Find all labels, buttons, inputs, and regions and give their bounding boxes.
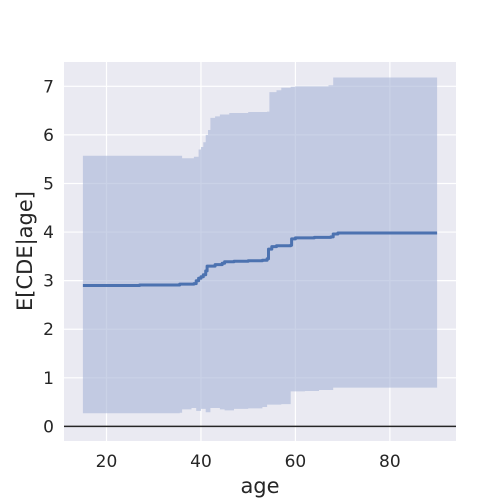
y-axis-title: E[CDE|age] <box>13 191 38 311</box>
y-tick-label: 1 <box>43 369 54 389</box>
series-line <box>82 231 438 287</box>
y-tick-label: 6 <box>43 126 54 146</box>
y-tick-label: 5 <box>43 174 54 194</box>
x-axis-title: age <box>240 474 279 498</box>
y-tick-labels: 0 1 2 3 4 5 6 7 <box>43 77 54 437</box>
x-tick-label: 20 <box>96 452 118 472</box>
x-tick-label: 40 <box>190 452 212 472</box>
y-tick-label: 0 <box>43 417 54 437</box>
x-tick-label: 80 <box>379 452 401 472</box>
y-tick-label: 2 <box>43 320 54 340</box>
y-tick-label: 7 <box>43 77 54 97</box>
y-tick-label: 3 <box>43 272 54 292</box>
confidence-band <box>82 77 438 414</box>
x-tick-labels: 20 40 60 80 <box>96 452 401 472</box>
y-tick-label: 4 <box>43 223 54 243</box>
x-tick-label: 60 <box>285 452 307 472</box>
